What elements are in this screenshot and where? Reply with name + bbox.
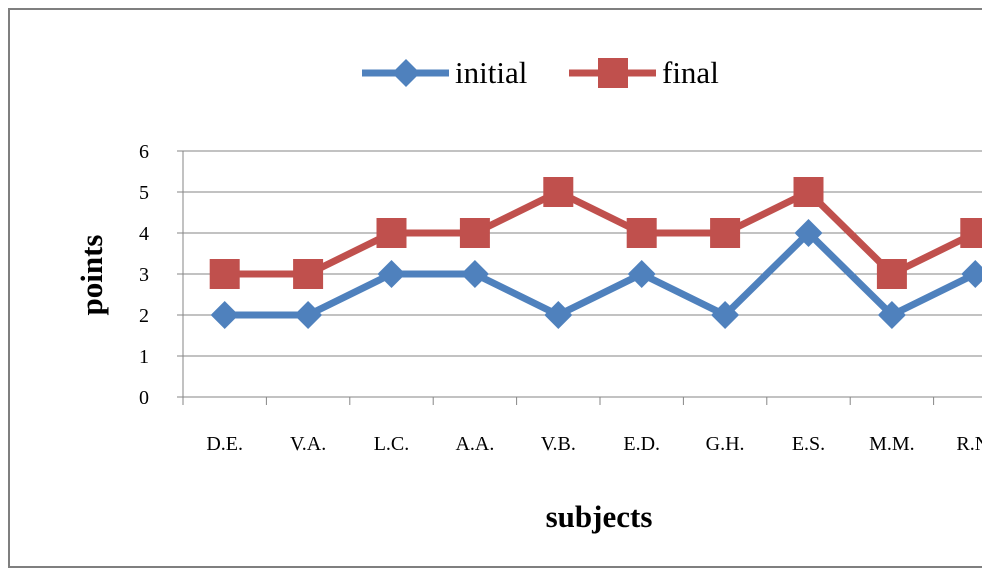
data-point-final — [459, 218, 490, 248]
data-point-final — [710, 218, 741, 248]
data-point-initial — [794, 219, 823, 247]
x-tick-label: L.C. — [374, 433, 410, 455]
x-tick-label: R.N. — [956, 433, 982, 455]
data-point-initial — [460, 260, 489, 288]
y-tick-label: 0 — [139, 387, 149, 409]
data-point-initial — [210, 301, 239, 329]
series-initial — [210, 219, 982, 329]
x-tick-label: G.H. — [706, 433, 745, 455]
legend-marker-initial — [392, 59, 420, 87]
data-point-initial — [627, 260, 656, 288]
series-line-final — [224, 188, 977, 278]
x-tick-labels: D.E. V.A. L.C. A.A. V.B. E.D. G.H. E.S. M.M. R.N. — [206, 433, 982, 455]
y-tick-label: 2 — [139, 305, 149, 327]
legend: initial final — [362, 55, 719, 90]
x-tick-label: V.A. — [290, 433, 326, 455]
legend-entry-initial: initial — [362, 55, 527, 90]
chart-frame — [8, 8, 982, 568]
data-point-final — [209, 259, 240, 289]
legend-label: initial — [455, 55, 527, 90]
data-point-final — [543, 177, 574, 207]
data-point-final — [293, 259, 324, 289]
y-tick-label: 5 — [139, 182, 149, 204]
x-tick-label: V.B. — [541, 433, 576, 455]
legend-marker-final — [598, 58, 628, 88]
y-tick-label: 4 — [139, 223, 149, 245]
data-point-final — [876, 259, 907, 289]
y-tick-labels: 0 1 2 3 4 5 6 — [139, 141, 149, 409]
data-point-initial — [877, 301, 906, 329]
axes — [182, 151, 982, 398]
data-point-final — [626, 218, 657, 248]
y-tick-label: 3 — [139, 264, 149, 286]
y-axis-title: points — [74, 235, 109, 316]
data-point-initial — [377, 260, 406, 288]
data-point-final — [376, 218, 407, 248]
data-point-initial — [294, 301, 323, 329]
y-tick-label: 1 — [139, 346, 149, 368]
series-line-initial — [224, 229, 977, 319]
line-chart: 0 1 2 3 4 5 6 D.E. V.A. L.C. A.A. V.B. E.D. G.H. E.S.… — [74, 55, 982, 534]
series-layer — [209, 177, 982, 329]
data-point-final — [793, 177, 824, 207]
y-tick-label: 6 — [139, 141, 149, 163]
x-tick-label: A.A. — [455, 433, 494, 455]
x-tick-label: D.E. — [206, 433, 243, 455]
data-point-initial — [544, 301, 573, 329]
legend-entry-final: final — [569, 55, 719, 90]
data-point-initial — [711, 301, 740, 329]
x-tick-label: M.M. — [869, 433, 915, 455]
series-final — [209, 177, 982, 289]
x-axis-title: subjects — [546, 499, 653, 534]
data-point-final — [960, 218, 982, 248]
legend-label: final — [662, 55, 719, 90]
x-tick-label: E.D. — [623, 433, 660, 455]
x-tick-label: E.S. — [792, 433, 825, 455]
data-point-initial — [961, 260, 982, 288]
